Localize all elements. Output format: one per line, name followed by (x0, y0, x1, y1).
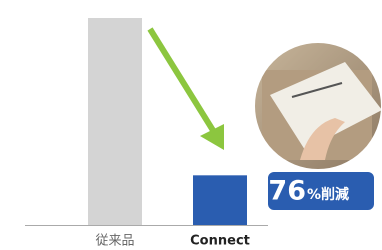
badge-suffix: %削減 (307, 186, 349, 203)
x-tick-label: 従来品 (95, 234, 134, 249)
badge-number: 76 (268, 176, 306, 207)
bar (193, 175, 247, 225)
x-tick-label: Connect (190, 234, 250, 249)
arrow (150, 29, 224, 150)
chart: 従来品 Connect 76 %削減 (0, 0, 382, 250)
bar (88, 18, 142, 225)
